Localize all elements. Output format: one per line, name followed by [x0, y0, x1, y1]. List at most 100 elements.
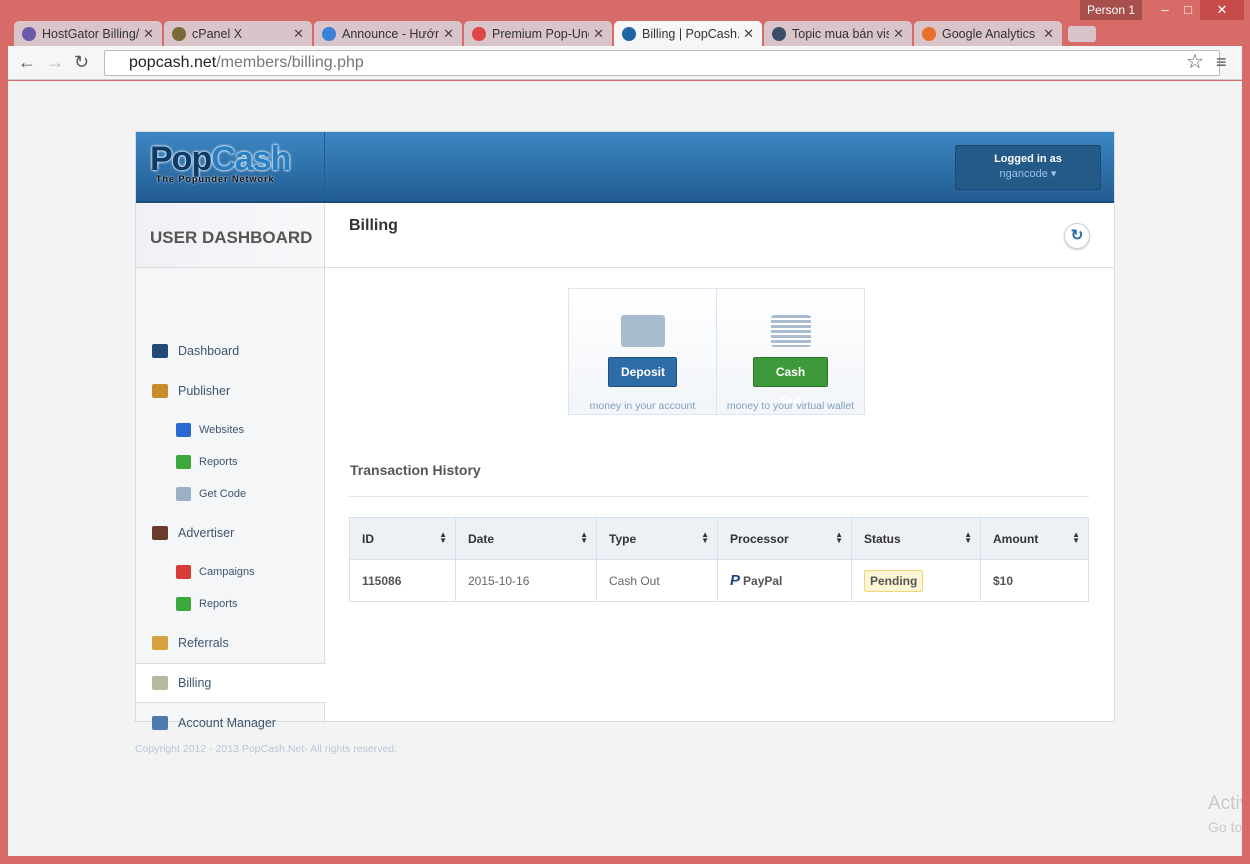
favicon-icon — [172, 26, 186, 41]
cell-type: Cash Out — [596, 559, 718, 602]
favicon-icon — [622, 27, 636, 41]
close-tab-icon[interactable]: ✕ — [293, 25, 304, 41]
sidebar-title: USER DASHBOARD — [136, 203, 324, 268]
sidebar-item-label: Reports — [199, 598, 238, 610]
column-header-id[interactable]: ID ▲ ▼ — [349, 517, 456, 560]
activation-watermark-sub: Go to — [1208, 819, 1242, 835]
column-header-type[interactable]: Type ▲ ▼ — [596, 517, 718, 560]
tab-title: Billing | PopCash.N — [642, 27, 740, 41]
dashboard-icon — [152, 344, 168, 358]
star-icon[interactable]: ☆ — [1186, 51, 1204, 73]
divider — [325, 267, 1114, 268]
sort-icon[interactable]: ▲ ▼ — [964, 530, 972, 545]
campaigns-icon — [176, 565, 191, 579]
reports-icon — [176, 455, 191, 469]
sidebar-item-label: Billing — [178, 676, 212, 690]
popcash-logo[interactable]: PopCash The Popunder Network — [136, 132, 325, 201]
close-tab-icon[interactable]: ✕ — [593, 25, 604, 41]
logged-in-label: Logged in as — [994, 153, 1062, 165]
close-tab-icon[interactable]: ✕ — [743, 26, 754, 41]
sidebar-item-label: Campaigns — [199, 566, 255, 578]
browser-tab[interactable]: Billing | PopCash.N ✕ — [614, 21, 762, 47]
forward-icon[interactable]: → — [46, 52, 64, 72]
sort-icon[interactable]: ▲ ▼ — [701, 530, 709, 545]
new-tab-button[interactable] — [1068, 26, 1096, 42]
column-header-amount[interactable]: Amount ▲ ▼ — [980, 517, 1089, 560]
sidebar-item-label: Dashboard — [178, 344, 240, 358]
billing-icon — [152, 676, 168, 690]
browser-tab[interactable]: Premium Pop-Und ✕ — [464, 21, 612, 46]
close-tab-icon[interactable]: ✕ — [443, 25, 454, 41]
sidebar-item-billing[interactable]: Billing — [136, 663, 326, 703]
menu-icon[interactable]: ≡ — [1216, 52, 1227, 72]
close-tab-icon[interactable]: ✕ — [1043, 25, 1054, 41]
reports-icon — [176, 597, 191, 611]
transaction-table: ID ▲ ▼ Date ▲ ▼ Type ▲ ▼ Processor ▲ ▼ Status ▲ ▼ Amoun… — [349, 517, 1089, 602]
reload-icon[interactable]: ↻ — [74, 52, 90, 72]
username[interactable]: ngancode ▾ — [999, 168, 1057, 180]
close-window-button[interactable]: ✕ — [1200, 0, 1244, 20]
billing-actions: Deposit money in your account Cash Out m… — [568, 288, 865, 415]
cell-processor: P PayPal — [717, 559, 852, 602]
cell-id: 115086 — [349, 559, 456, 602]
browser-tab[interactable]: Google Analytics ✕ — [914, 21, 1062, 46]
deposit-button[interactable]: Deposit — [608, 357, 677, 387]
get-code-icon — [176, 487, 191, 501]
deposit-caption: money in your account — [589, 400, 696, 412]
favicon-icon — [22, 26, 36, 41]
minimize-button[interactable]: – — [1161, 2, 1169, 17]
sidebar-item-advertiser[interactable]: Advertiser — [136, 523, 325, 543]
browser-tab[interactable]: HostGator Billing/Su✕ — [14, 21, 162, 46]
url-host: popcash.net — [129, 54, 217, 71]
sidebar-item-websites[interactable]: Websites — [136, 420, 325, 440]
back-icon[interactable]: ← — [18, 52, 36, 72]
column-header-processor[interactable]: Processor ▲ ▼ — [717, 517, 852, 560]
coins-icon — [770, 315, 811, 347]
tab-title: HostGator Billing/Su — [42, 26, 140, 41]
sort-icon[interactable]: ▲ ▼ — [1072, 530, 1080, 545]
sidebar-item-label: Reports — [199, 456, 238, 468]
refresh-icon[interactable]: ↻ — [1064, 223, 1090, 249]
browser-tab[interactable]: cPanel X ✕ — [164, 21, 312, 46]
column-header-status[interactable]: Status ▲ ▼ — [851, 517, 981, 560]
browser-toolbar: ← → ↻ popcash.net/members/billing.php ☆ … — [8, 46, 1242, 80]
user-menu[interactable]: Logged in as ngancode ▾ — [955, 145, 1101, 190]
sidebar-item-reports[interactable]: Reports — [136, 452, 325, 472]
activation-watermark: Activ — [1208, 793, 1242, 814]
tab-title: cPanel X — [192, 26, 243, 41]
table-row: 115086 2015-10-16 Cash Out P PayPal Pendi… — [349, 559, 1089, 602]
favicon-icon — [472, 26, 486, 41]
sidebar-item-referrals[interactable]: Referrals — [136, 633, 325, 653]
sort-icon[interactable]: ▲ ▼ — [580, 530, 588, 545]
tab-strip: HostGator Billing/Su✕cPanel X✕Announce -… — [14, 20, 1096, 47]
sidebar-item-label: Advertiser — [178, 526, 235, 540]
sidebar-item-publisher[interactable]: Publisher — [136, 381, 325, 401]
transaction-history-title: Transaction History — [350, 462, 481, 478]
address-bar[interactable]: popcash.net/members/billing.php — [104, 50, 1220, 76]
tab-title: Topic mua bán vis — [792, 26, 890, 41]
main-content: Billing ↻ Deposit money in your account … — [325, 203, 1114, 721]
profile-button[interactable]: Person 1 — [1080, 0, 1142, 20]
footer-copyright: Copyright 2012 - 2013 PopCash.Net- All r… — [135, 743, 398, 755]
close-tab-icon[interactable]: ✕ — [893, 25, 904, 41]
browser-tab[interactable]: Announce - Hướng ✕ — [314, 21, 462, 46]
column-header-date[interactable]: Date ▲ ▼ — [455, 517, 597, 560]
sort-icon[interactable]: ▲ ▼ — [439, 530, 447, 545]
close-tab-icon[interactable]: ✕ — [143, 25, 154, 41]
sidebar-item-reports[interactable]: Reports — [136, 594, 325, 614]
browser-tab[interactable]: Topic mua bán vis ✕ — [764, 21, 912, 46]
sidebar-item-campaigns[interactable]: Campaigns — [136, 562, 325, 582]
dashboard-container: PopCash The Popunder Network Logged in a… — [135, 131, 1115, 730]
sidebar-item-dashboard[interactable]: Dashboard — [136, 341, 325, 361]
sidebar-item-account-manager[interactable]: Account Manager — [136, 713, 325, 733]
maximize-button[interactable]: □ — [1184, 2, 1192, 17]
url-path: /members/billing.php — [216, 54, 364, 71]
status-badge: Pending — [864, 569, 924, 592]
site-header: PopCash The Popunder Network Logged in a… — [136, 132, 1114, 203]
cell-date: 2015-10-16 — [455, 559, 597, 602]
cash-out-button[interactable]: Cash Out — [753, 357, 828, 407]
sort-icon[interactable]: ▲ ▼ — [835, 530, 843, 545]
sidebar-item-get-code[interactable]: Get Code — [136, 484, 325, 504]
credit-card-icon — [620, 315, 665, 347]
cell-status: Pending — [851, 559, 981, 602]
